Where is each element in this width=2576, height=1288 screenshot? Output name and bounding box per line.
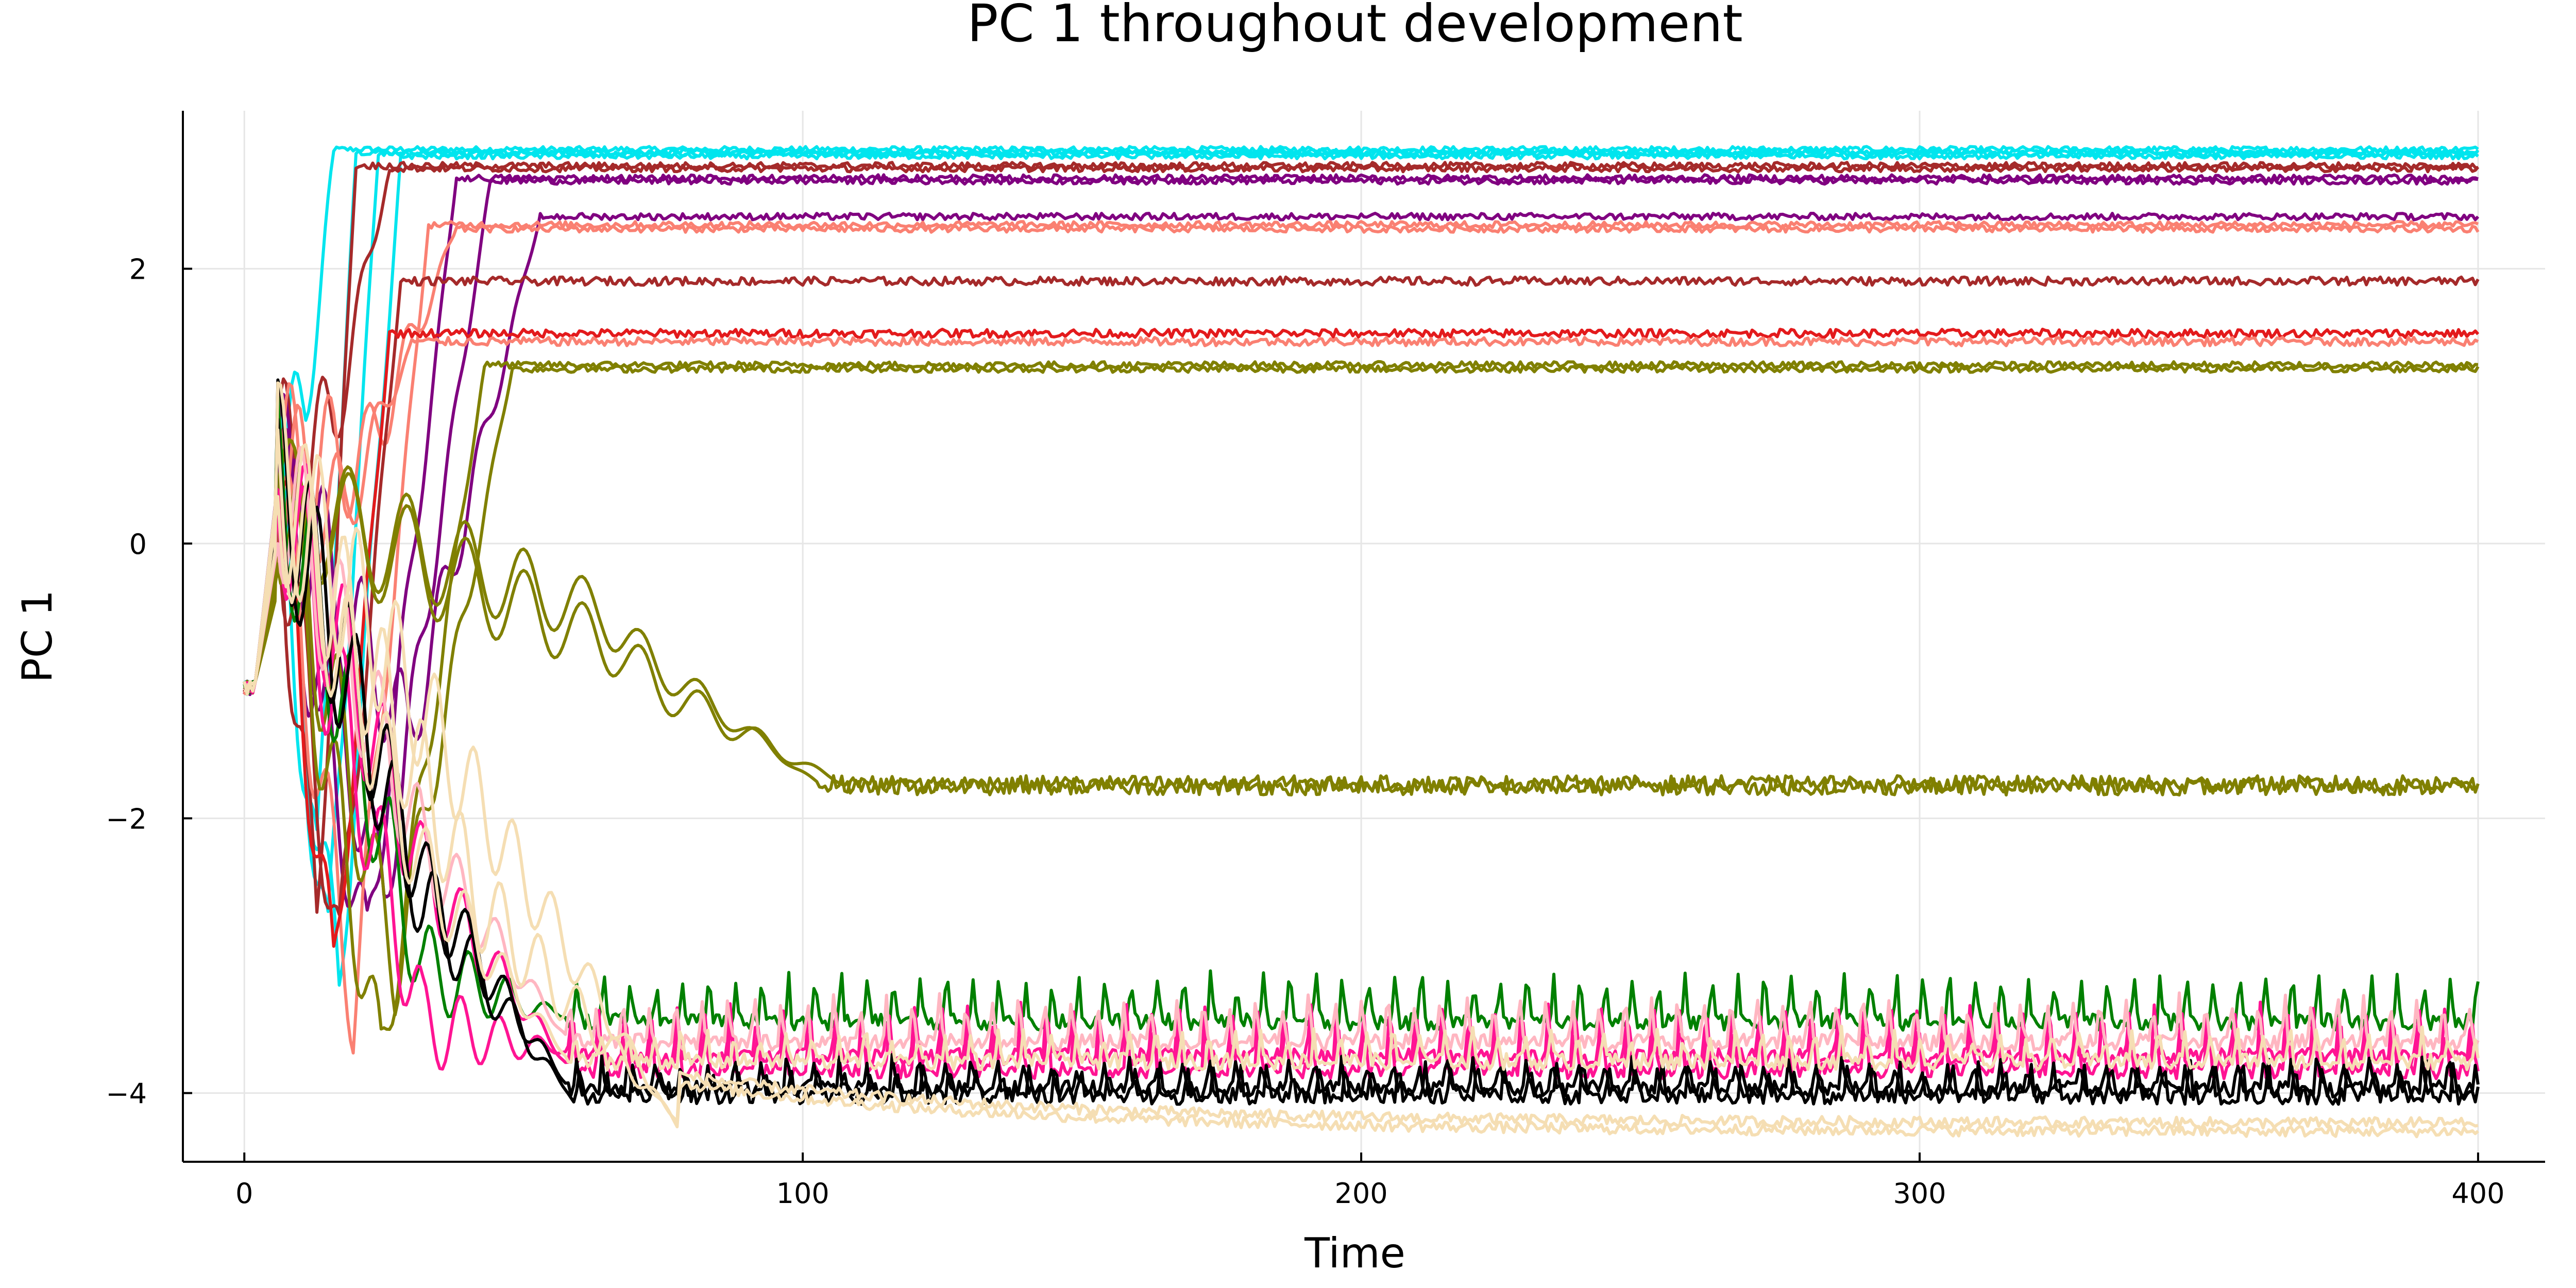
series-line-lightpink	[243, 446, 2480, 1052]
series-line-black	[243, 417, 2480, 1099]
tick-labels: 0 100 200 300 400 −4 −2 0 2	[106, 253, 2504, 1210]
series-line-green	[243, 395, 2480, 1032]
series-line-olive	[243, 438, 2479, 794]
series-line-cyan	[243, 151, 2479, 987]
series-line-purple	[243, 176, 2479, 899]
x-tick-label: 100	[776, 1177, 829, 1210]
series-line-salmon	[243, 336, 2479, 694]
axes	[182, 111, 2545, 1163]
x-tick-label: 400	[2451, 1177, 2504, 1210]
x-tick-label: 200	[1335, 1177, 1388, 1210]
series-line-pink	[244, 463, 2480, 1080]
series-line-salmon	[244, 219, 2479, 1055]
series-line-purple	[243, 173, 2479, 912]
x-axis-label: Time	[1304, 1229, 1405, 1277]
chart-title: PC 1 throughout development	[967, 0, 1742, 54]
series-line-purple	[243, 212, 2480, 743]
series-line-salmon	[243, 224, 2480, 696]
series-line-brown	[243, 163, 2480, 693]
y-tick-label: −4	[106, 1078, 147, 1110]
x-tick-label: 300	[1893, 1177, 1946, 1210]
series-line-red	[243, 328, 2480, 948]
series-line-olive	[243, 439, 2480, 796]
series-line-olive	[243, 364, 2480, 1016]
series-line-brown	[243, 275, 2480, 917]
x-tick-label: 0	[235, 1177, 253, 1210]
series-line-wheat	[243, 443, 2479, 1130]
series-line-wheat	[243, 428, 2480, 1072]
y-tick-label: −2	[106, 803, 147, 835]
y-axis-label: PC 1	[13, 590, 61, 683]
series-lines	[243, 145, 2480, 1139]
y-tick-label: 2	[129, 253, 147, 286]
y-tick-label: 0	[129, 528, 147, 561]
